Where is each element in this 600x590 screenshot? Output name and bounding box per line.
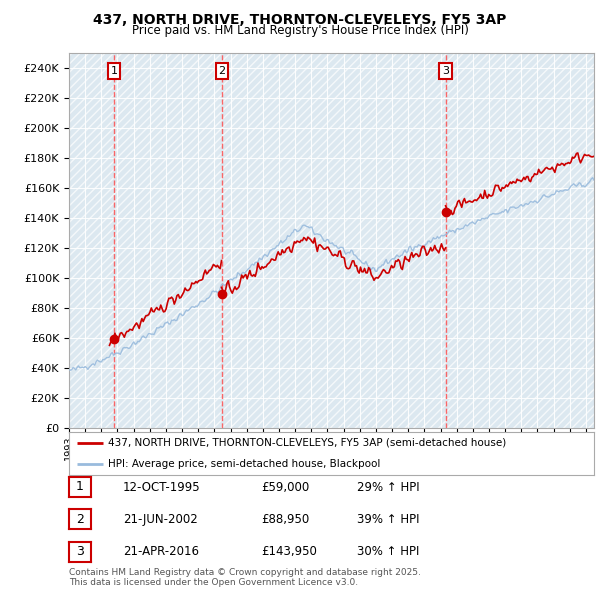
Text: 30% ↑ HPI: 30% ↑ HPI — [357, 545, 419, 559]
Text: £143,950: £143,950 — [261, 545, 317, 559]
Text: 1: 1 — [76, 480, 84, 493]
Text: 39% ↑ HPI: 39% ↑ HPI — [357, 513, 419, 526]
Text: Contains HM Land Registry data © Crown copyright and database right 2025.
This d: Contains HM Land Registry data © Crown c… — [69, 568, 421, 587]
Text: 437, NORTH DRIVE, THORNTON-CLEVELEYS, FY5 3AP (semi-detached house): 437, NORTH DRIVE, THORNTON-CLEVELEYS, FY… — [109, 438, 506, 448]
Text: 12-OCT-1995: 12-OCT-1995 — [123, 480, 200, 494]
Text: Price paid vs. HM Land Registry's House Price Index (HPI): Price paid vs. HM Land Registry's House … — [131, 24, 469, 37]
Text: HPI: Average price, semi-detached house, Blackpool: HPI: Average price, semi-detached house,… — [109, 459, 381, 469]
Text: 3: 3 — [442, 66, 449, 76]
Text: 2: 2 — [218, 66, 226, 76]
Text: 3: 3 — [76, 545, 84, 558]
Text: £88,950: £88,950 — [261, 513, 309, 526]
Text: 437, NORTH DRIVE, THORNTON-CLEVELEYS, FY5 3AP: 437, NORTH DRIVE, THORNTON-CLEVELEYS, FY… — [94, 13, 506, 27]
Text: £59,000: £59,000 — [261, 480, 309, 494]
Text: 21-JUN-2002: 21-JUN-2002 — [123, 513, 198, 526]
Text: 29% ↑ HPI: 29% ↑ HPI — [357, 480, 419, 494]
Text: 1: 1 — [110, 66, 118, 76]
Text: 2: 2 — [76, 513, 84, 526]
Text: 21-APR-2016: 21-APR-2016 — [123, 545, 199, 559]
